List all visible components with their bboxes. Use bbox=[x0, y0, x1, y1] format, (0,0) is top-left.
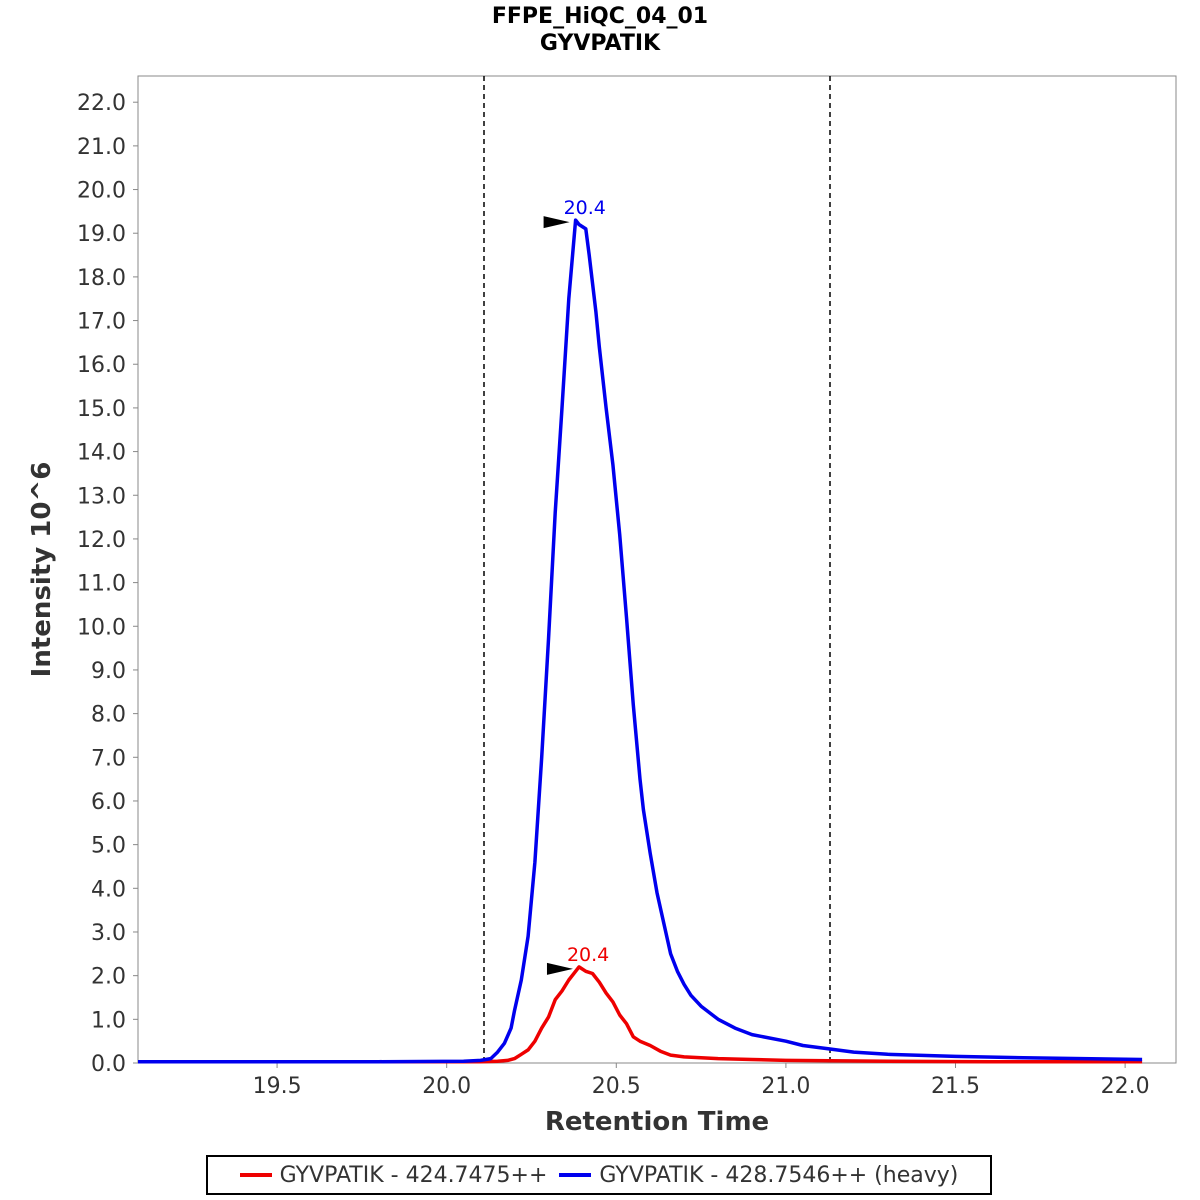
series-line-1 bbox=[138, 218, 1143, 1064]
y-tick-label: 15.0 bbox=[77, 397, 126, 422]
y-tick-label: 7.0 bbox=[91, 746, 126, 771]
y-tick-label: 9.0 bbox=[91, 659, 126, 684]
chart-subtitle: GYVPATIK bbox=[539, 31, 661, 56]
legend-swatch-heavy bbox=[559, 1173, 592, 1177]
y-tick-label: 11.0 bbox=[77, 572, 126, 597]
legend-entry-heavy: GYVPATIK - 428.7546++ (heavy) bbox=[559, 1163, 958, 1188]
y-tick-label: 20.0 bbox=[77, 179, 126, 204]
x-tick-label: 20.0 bbox=[422, 1074, 471, 1099]
y-tick-label: 5.0 bbox=[91, 834, 126, 859]
y-tick-label: 19.0 bbox=[77, 222, 126, 247]
legend-label-light: GYVPATIK - 424.7475++ bbox=[279, 1162, 548, 1188]
x-tick-label: 22.0 bbox=[1101, 1074, 1150, 1099]
y-tick-label: 16.0 bbox=[77, 353, 126, 378]
legend-entry-light: GYVPATIK - 424.7475++ bbox=[239, 1162, 548, 1188]
y-tick-label: 10.0 bbox=[77, 615, 126, 640]
chart-title: FFPE_HiQC_04_01 bbox=[491, 4, 709, 29]
x-tick-label: 21.0 bbox=[761, 1074, 810, 1099]
y-tick-label: 8.0 bbox=[91, 703, 126, 728]
plot-area bbox=[137, 75, 1177, 1064]
plot-svg: 0.0 1.0 2.0 3.0 4.0 5.0 6.0 7.0 8.0 9.0 10.0 11.0 12… bbox=[27, 75, 1177, 1137]
legend-swatch-light bbox=[239, 1173, 272, 1177]
y-tick-label: 4.0 bbox=[91, 877, 126, 902]
x-tick-label: 19.5 bbox=[253, 1074, 302, 1099]
y-tick-label: 2.0 bbox=[91, 965, 126, 990]
y-tick-label: 1.0 bbox=[91, 1008, 126, 1033]
y-tick-label: 6.0 bbox=[91, 790, 126, 815]
x-axis-label: Retention Time bbox=[545, 1107, 769, 1137]
y-tick-label: 21.0 bbox=[77, 135, 126, 160]
x-tick-label: 20.5 bbox=[592, 1074, 641, 1099]
y-tick-label: 14.0 bbox=[77, 441, 126, 466]
legend-label-heavy: GYVPATIK - 428.7546++ (heavy) bbox=[599, 1162, 959, 1188]
x-tick-label: 21.5 bbox=[931, 1074, 980, 1099]
y-tick-label: 3.0 bbox=[91, 921, 126, 946]
peak-marker-1 bbox=[543, 216, 570, 229]
y-tick-label: 13.0 bbox=[77, 484, 126, 509]
y-tick-label: 17.0 bbox=[77, 310, 126, 335]
legend: GYVPATIK - 424.7475++ GYVPATIK - 428.754… bbox=[206, 1155, 992, 1195]
y-axis-label: Intensity 10^6 bbox=[27, 462, 57, 678]
peak-label-0: 20.4 bbox=[567, 944, 609, 966]
peak-marker-0 bbox=[546, 962, 573, 975]
y-tick-label: 12.0 bbox=[77, 528, 126, 553]
series-line-0 bbox=[138, 965, 1143, 1064]
peak-label-1: 20.4 bbox=[564, 197, 606, 219]
y-tick-label: 22.0 bbox=[77, 91, 126, 116]
y-tick-label: 0.0 bbox=[91, 1052, 126, 1077]
y-tick-label: 18.0 bbox=[77, 266, 126, 291]
